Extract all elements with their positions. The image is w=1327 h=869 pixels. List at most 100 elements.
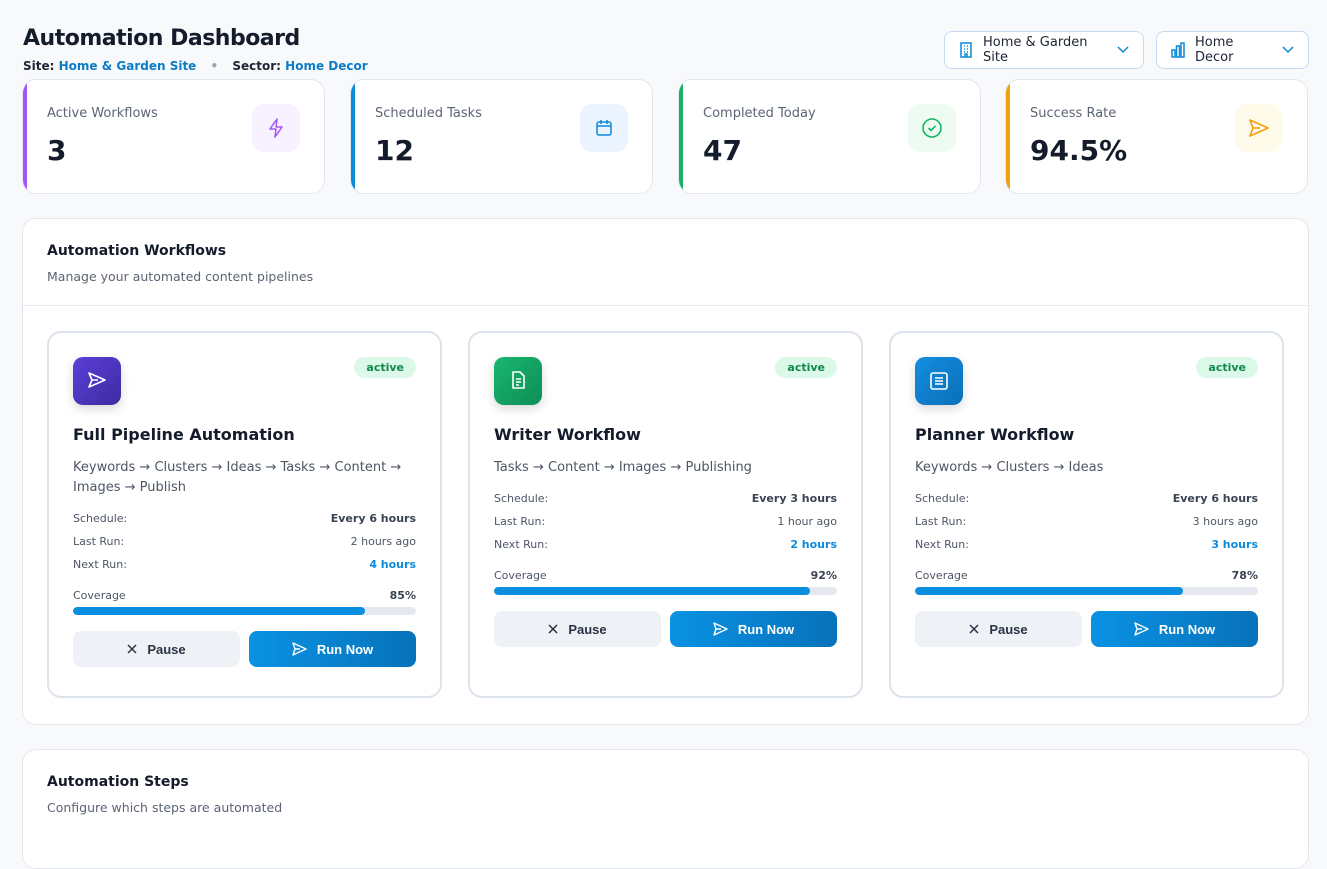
close-icon — [548, 624, 558, 634]
coverage-row: Coverage 78% — [915, 569, 1258, 582]
stat-value: 47 — [703, 134, 742, 167]
paper-plane-icon — [292, 642, 307, 656]
coverage-row: Coverage 92% — [494, 569, 837, 582]
site-selector[interactable]: Home & Garden Site — [944, 31, 1144, 69]
last-run-value: 3 hours ago — [1192, 515, 1258, 528]
last-run-value: 2 hours ago — [350, 535, 416, 548]
workflow-card: active Writer Workflow Tasks → Content →… — [468, 331, 863, 698]
stat-label: Scheduled Tasks — [375, 106, 482, 121]
run-now-button[interactable]: Run Now — [1091, 611, 1258, 647]
next-run-label: Next Run: — [73, 558, 127, 571]
pause-button[interactable]: Pause — [915, 611, 1082, 647]
coverage-label: Coverage — [494, 569, 547, 582]
schedule-label: Schedule: — [73, 512, 128, 525]
status-badge: active — [354, 357, 416, 378]
paper-plane-icon — [1235, 104, 1283, 152]
last-run-value: 1 hour ago — [777, 515, 837, 528]
stat-label: Success Rate — [1030, 106, 1117, 121]
schedule-value: Every 6 hours — [1172, 492, 1258, 505]
close-icon — [969, 624, 979, 634]
workflow-card: active Full Pipeline Automation Keywords… — [47, 331, 442, 698]
chevron-down-icon — [1282, 46, 1294, 54]
context-line: Site: Home & Garden Site • Sector: Home … — [23, 59, 368, 73]
sector-label: Sector: — [232, 59, 281, 73]
schedule-row: Schedule: Every 6 hours — [73, 512, 416, 525]
workflow-title: Full Pipeline Automation — [73, 425, 295, 444]
stat-card-success-rate: Success Rate 94.5% — [1005, 79, 1308, 194]
next-run-row: Next Run: 2 hours — [494, 538, 837, 551]
last-run-label: Last Run: — [494, 515, 546, 528]
pause-label: Pause — [989, 621, 1028, 637]
page-header: Automation Dashboard Site: Home & Garden… — [23, 26, 368, 73]
coverage-progress-bar — [73, 607, 416, 615]
status-badge: active — [1196, 357, 1258, 378]
schedule-value: Every 3 hours — [751, 492, 837, 505]
accent-bar — [1006, 80, 1010, 193]
close-icon — [127, 644, 137, 654]
next-run-value: 3 hours — [1211, 538, 1258, 551]
building-icon — [960, 42, 972, 58]
stat-value: 3 — [47, 134, 67, 167]
workflow-grid: active Full Pipeline Automation Keywords… — [23, 305, 1308, 722]
next-run-label: Next Run: — [494, 538, 548, 551]
workflows-panel: Automation Workflows Manage your automat… — [22, 218, 1309, 725]
bar-chart-icon — [1171, 42, 1185, 58]
stat-label: Active Workflows — [47, 106, 158, 121]
panel-subtitle: Manage your automated content pipelines — [47, 269, 314, 284]
coverage-progress-bar — [494, 587, 837, 595]
stat-label: Completed Today — [703, 106, 816, 121]
next-run-row: Next Run: 4 hours — [73, 558, 416, 571]
run-now-label: Run Now — [316, 641, 374, 657]
steps-panel: Automation Steps Configure which steps a… — [22, 749, 1309, 869]
coverage-value: 85% — [389, 589, 416, 602]
chevron-down-icon — [1117, 46, 1129, 54]
workflow-description: Keywords → Clusters → Ideas → Tasks → Co… — [73, 460, 402, 495]
last-run-row: Last Run: 2 hours ago — [73, 535, 416, 548]
workflow-title: Planner Workflow — [915, 425, 1075, 444]
next-run-label: Next Run: — [915, 538, 969, 551]
paper-plane-icon — [1134, 622, 1149, 636]
sector-value[interactable]: Home Decor — [285, 59, 368, 73]
accent-bar — [351, 80, 355, 193]
last-run-label: Last Run: — [915, 515, 967, 528]
paper-plane-icon — [713, 622, 728, 636]
coverage-label: Coverage — [73, 589, 126, 602]
run-now-button[interactable]: Run Now — [670, 611, 837, 647]
pause-label: Pause — [568, 621, 607, 637]
coverage-progress-bar — [915, 587, 1258, 595]
list-icon — [915, 357, 963, 405]
paper-plane-icon — [73, 357, 121, 405]
status-badge: active — [775, 357, 837, 378]
coverage-progress-fill — [494, 587, 810, 595]
pause-button[interactable]: Pause — [73, 631, 240, 667]
next-run-value: 4 hours — [369, 558, 416, 571]
site-value[interactable]: Home & Garden Site — [58, 59, 197, 73]
coverage-progress-fill — [73, 607, 365, 615]
panel-subtitle: Configure which steps are automated — [47, 800, 283, 815]
page-title: Automation Dashboard — [23, 26, 300, 51]
separator: • — [210, 59, 219, 73]
calendar-icon — [580, 104, 628, 152]
workflow-description: Tasks → Content → Images → Publishing — [494, 460, 752, 475]
site-selector-label: Home & Garden Site — [983, 35, 1088, 65]
schedule-value: Every 6 hours — [330, 512, 416, 525]
coverage-row: Coverage 85% — [73, 589, 416, 602]
site-label: Site: — [23, 59, 55, 73]
run-now-label: Run Now — [1158, 621, 1216, 637]
sector-selector-label: Home Decor — [1195, 35, 1234, 65]
next-run-value: 2 hours — [790, 538, 837, 551]
workflow-description: Keywords → Clusters → Ideas — [915, 460, 1104, 475]
pause-button[interactable]: Pause — [494, 611, 661, 647]
pause-label: Pause — [147, 641, 186, 657]
stat-card-scheduled-tasks: Scheduled Tasks 12 — [350, 79, 653, 194]
schedule-row: Schedule: Every 6 hours — [915, 492, 1258, 505]
run-now-button[interactable]: Run Now — [249, 631, 416, 667]
sector-selector[interactable]: Home Decor — [1156, 31, 1309, 69]
accent-bar — [23, 80, 27, 193]
coverage-label: Coverage — [915, 569, 968, 582]
check-circle-icon — [908, 104, 956, 152]
coverage-value: 78% — [1231, 569, 1258, 582]
last-run-row: Last Run: 1 hour ago — [494, 515, 837, 528]
stat-value: 94.5% — [1030, 134, 1128, 167]
stat-card-active-workflows: Active Workflows 3 — [22, 79, 325, 194]
